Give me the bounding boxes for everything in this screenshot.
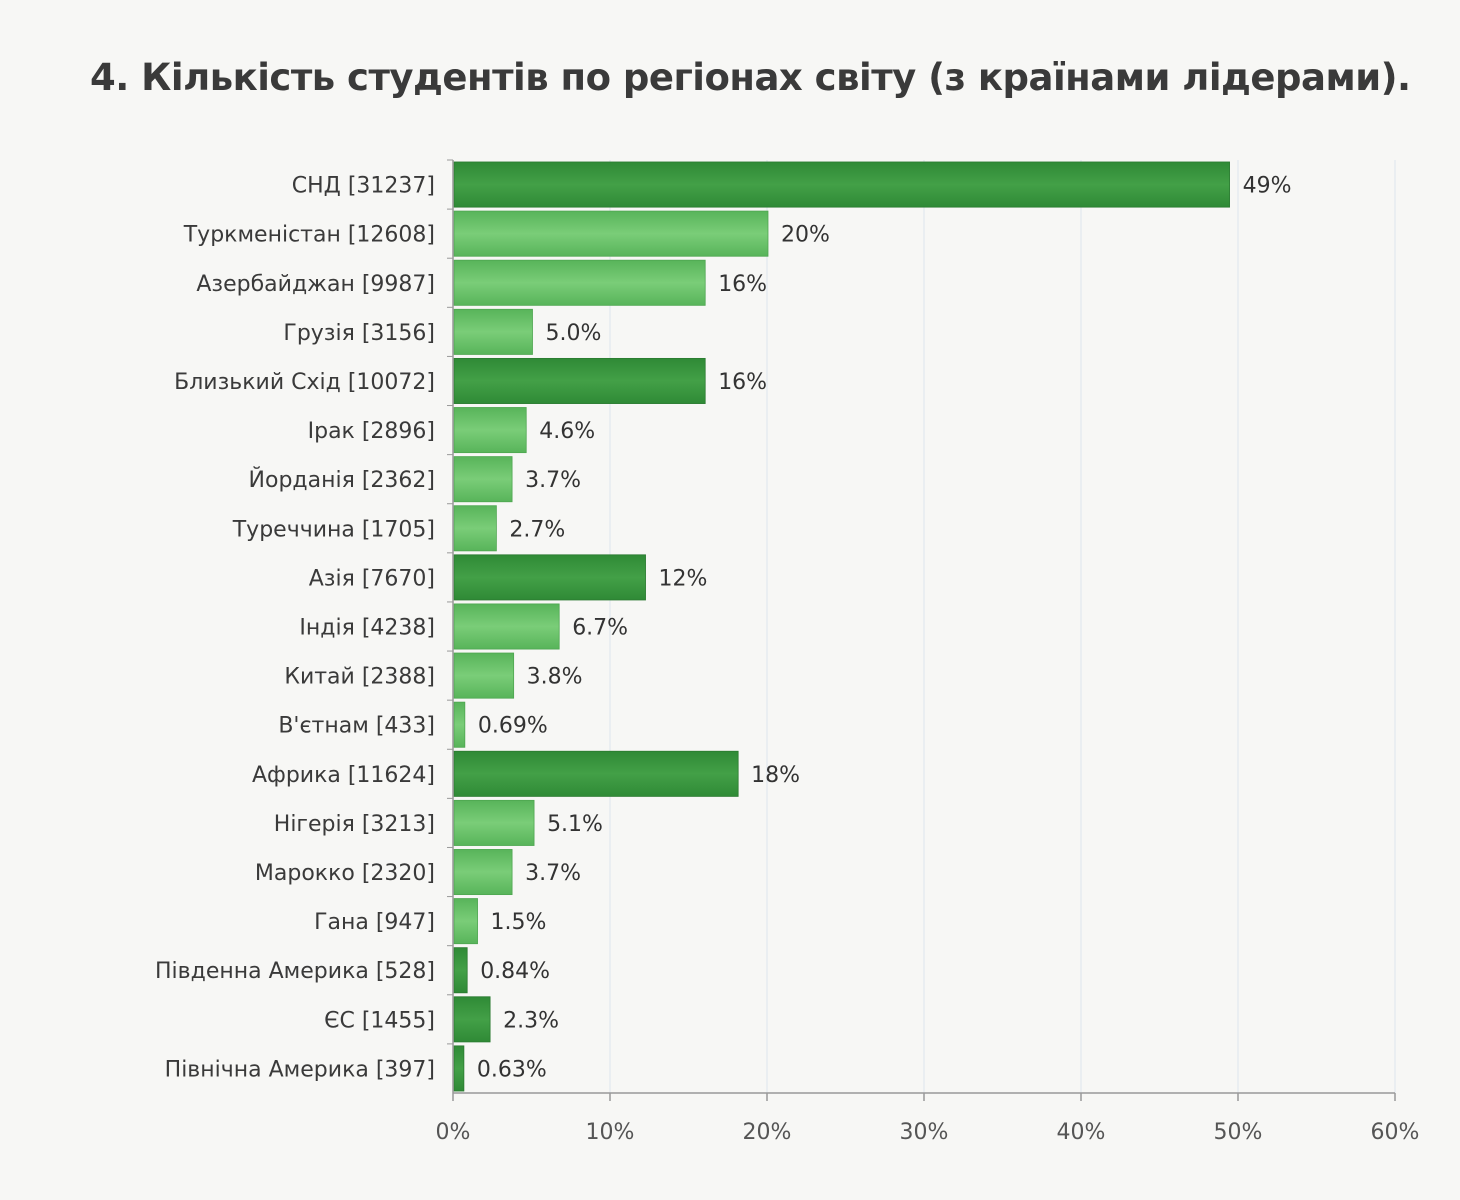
category-label: Південна Америка [528] bbox=[155, 959, 435, 984]
value-label: 6.7% bbox=[572, 616, 628, 641]
value-label: 16% bbox=[718, 272, 767, 297]
x-tick-label: 0% bbox=[436, 1120, 471, 1145]
x-tick-label: 10% bbox=[586, 1120, 635, 1145]
category-label: Йорданія [2362] bbox=[249, 467, 435, 493]
value-label: 3.7% bbox=[525, 468, 581, 493]
value-label: 5.0% bbox=[546, 321, 602, 346]
value-label: 3.7% bbox=[525, 861, 581, 886]
category-label: Китай [2388] bbox=[284, 665, 435, 690]
value-label: 4.6% bbox=[539, 419, 595, 444]
bar-region bbox=[453, 161, 1230, 208]
category-label: Гана [947] bbox=[314, 910, 435, 935]
value-label: 0.69% bbox=[478, 714, 548, 739]
bar-country bbox=[453, 603, 560, 650]
labels: СНД [31237] 49% Туркменістан [12608] 20% Азе… bbox=[155, 174, 1291, 1083]
bars bbox=[453, 161, 1230, 1092]
category-label: Індія [4238] bbox=[299, 616, 435, 641]
x-tick-label: 40% bbox=[1057, 1120, 1106, 1145]
value-label: 2.7% bbox=[509, 517, 565, 542]
value-label: 3.8% bbox=[527, 665, 583, 690]
value-label: 49% bbox=[1243, 174, 1292, 199]
x-tick-label: 30% bbox=[900, 1120, 949, 1145]
category-label: Туркменістан [12608] bbox=[183, 223, 435, 248]
bar-region bbox=[453, 1045, 465, 1092]
x-tick-label: 20% bbox=[743, 1120, 792, 1145]
value-label: 16% bbox=[718, 370, 767, 395]
bar-country bbox=[453, 407, 527, 454]
value-label: 0.63% bbox=[477, 1057, 547, 1082]
bar-country bbox=[453, 259, 706, 306]
category-label: Африка [11624] bbox=[252, 763, 435, 788]
value-label: 12% bbox=[659, 566, 708, 591]
value-label: 0.84% bbox=[480, 959, 550, 984]
x-tick-label: 60% bbox=[1371, 1120, 1420, 1145]
bar-region bbox=[453, 947, 468, 994]
bar-region bbox=[453, 554, 646, 601]
bar-region bbox=[453, 750, 739, 797]
bar-country bbox=[453, 456, 513, 503]
value-label: 18% bbox=[751, 763, 800, 788]
bar-country bbox=[453, 799, 535, 846]
bar-country bbox=[453, 308, 533, 355]
category-label: В'єтнам [433] bbox=[278, 714, 435, 739]
value-label: 2.3% bbox=[503, 1008, 559, 1033]
category-label: Марокко [2320] bbox=[255, 861, 435, 886]
bar-country bbox=[453, 898, 478, 945]
category-label: ЄС [1455] bbox=[324, 1008, 435, 1033]
category-label: Північна Америка [397] bbox=[165, 1057, 435, 1082]
bar-region bbox=[453, 357, 706, 404]
bar-country bbox=[453, 505, 497, 552]
bar-country bbox=[453, 701, 466, 748]
category-label: СНД [31237] bbox=[292, 174, 435, 199]
category-label: Нігерія [3213] bbox=[274, 812, 435, 837]
bar-region bbox=[453, 996, 491, 1043]
category-label: Близький Схід [10072] bbox=[174, 370, 435, 395]
category-label: Ірак [2896] bbox=[308, 419, 435, 444]
axes: 0% 10% 20% 30% 40% 50% 60% bbox=[436, 159, 1420, 1145]
grid-lines bbox=[609, 160, 1396, 1093]
bar-country bbox=[453, 849, 513, 896]
category-label: Азія [7670] bbox=[309, 566, 435, 591]
value-label: 20% bbox=[781, 223, 830, 248]
bar-country bbox=[453, 210, 769, 257]
value-label: 5.1% bbox=[547, 812, 603, 837]
chart-title: 4. Кількість студентів по регіонах світу… bbox=[90, 56, 1411, 99]
x-tick-label: 50% bbox=[1214, 1120, 1263, 1145]
category-label: Грузія [3156] bbox=[283, 321, 435, 346]
category-label: Азербайджан [9987] bbox=[196, 272, 435, 297]
category-label: Туреччина [1705] bbox=[232, 517, 435, 542]
value-label: 1.5% bbox=[491, 910, 547, 935]
bar-country bbox=[453, 652, 515, 699]
